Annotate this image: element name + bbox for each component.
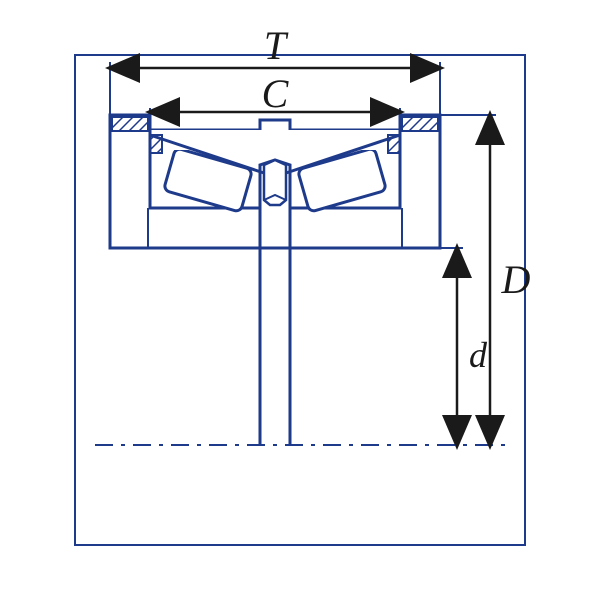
- dim-d: [290, 248, 463, 445]
- label-d: d: [469, 337, 487, 373]
- hatch-shoulder-left: [112, 117, 148, 131]
- cage-tab-right: [388, 135, 400, 153]
- hatch-shoulder-right: [402, 117, 438, 131]
- dim-D: [440, 115, 496, 445]
- cage-tab-left: [150, 135, 162, 153]
- label-D: D: [502, 260, 531, 300]
- label-C: C: [262, 74, 289, 114]
- label-T: T: [264, 26, 286, 66]
